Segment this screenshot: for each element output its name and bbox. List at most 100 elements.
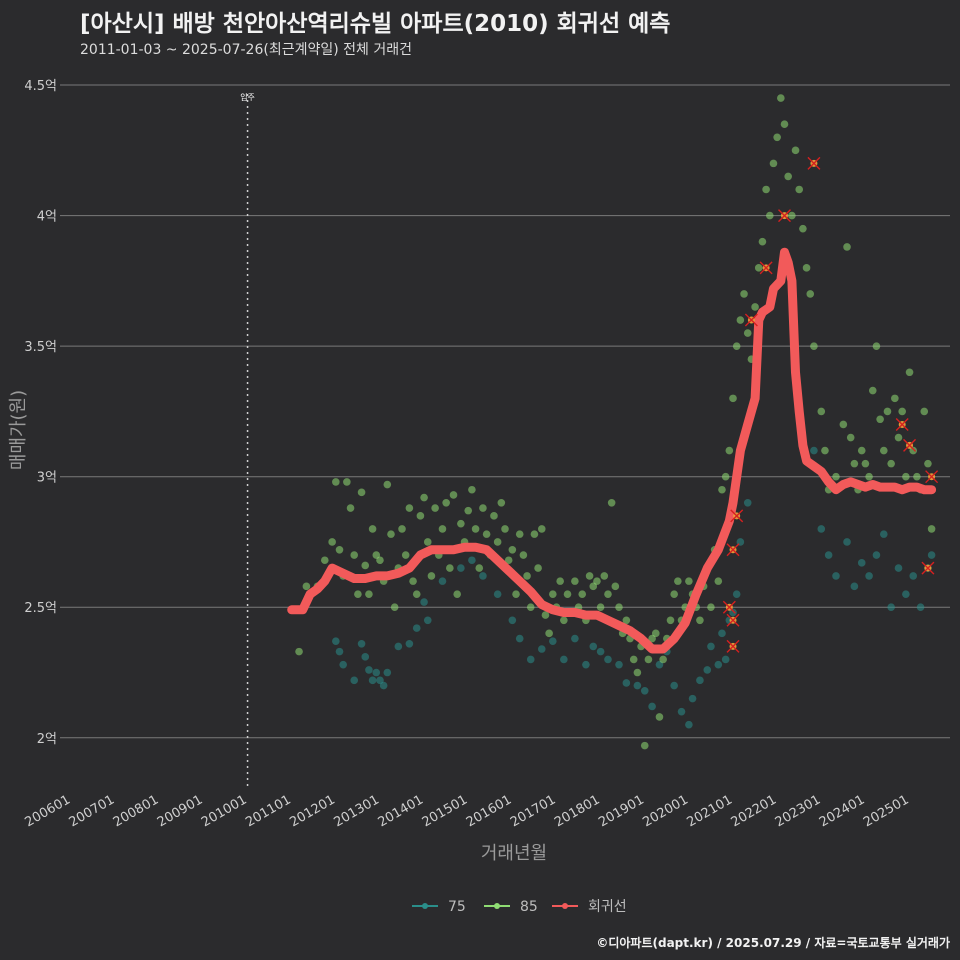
series-85-point xyxy=(376,556,384,565)
marked-point xyxy=(726,543,740,557)
series-85-point xyxy=(806,290,815,298)
series-85-point xyxy=(600,572,609,580)
series-75-point xyxy=(604,655,612,664)
series-85-point xyxy=(335,545,344,554)
marked-point xyxy=(925,470,939,484)
series-85-point xyxy=(508,545,517,554)
marked-point-x xyxy=(726,613,740,627)
x-tick-label: 201101 xyxy=(243,792,293,830)
y-tick-label: 4.5억 xyxy=(24,79,57,94)
series-75-point xyxy=(843,538,851,546)
series-85-point xyxy=(795,185,804,194)
regression-line xyxy=(287,247,937,654)
series-85-point xyxy=(788,211,796,220)
y-tick-label: 3억 xyxy=(37,471,57,486)
series-75-point xyxy=(339,660,347,669)
series-85-point xyxy=(670,590,678,598)
marked-point xyxy=(744,313,758,327)
series-85-point xyxy=(593,577,601,585)
series-75-point xyxy=(909,572,918,580)
series-85-point xyxy=(791,146,800,155)
x-tick-label: 202001 xyxy=(640,792,690,830)
series-75-point xyxy=(379,681,388,690)
series-85-point xyxy=(295,647,303,656)
y-tick-labels: 2억 2.5억 3억 3.5억 4억 4.5억 xyxy=(24,79,57,747)
series-85-point xyxy=(361,561,370,570)
series-85-point xyxy=(924,459,932,468)
series-85-point xyxy=(611,582,620,591)
legend-swatch-dot xyxy=(422,903,428,909)
series-75-point xyxy=(622,679,631,687)
series-85-point xyxy=(320,556,329,565)
series-75-point xyxy=(640,686,649,695)
series-85-point xyxy=(644,655,653,664)
series-85-point xyxy=(740,290,748,298)
series-75-point xyxy=(887,603,895,612)
series-75-point xyxy=(707,642,715,651)
series-85-point xyxy=(651,629,660,638)
series-85-point xyxy=(332,478,340,486)
series-85-point xyxy=(526,603,535,612)
series-75-point xyxy=(685,720,693,729)
series-85-point xyxy=(457,519,465,528)
series-85-point xyxy=(736,316,745,324)
series-85-point xyxy=(784,172,792,181)
legend: 75 85 회귀선 xyxy=(412,899,627,915)
regression-line-layer xyxy=(287,247,937,654)
series-85-point xyxy=(802,264,811,272)
series-85-point xyxy=(431,504,439,512)
marked-point xyxy=(722,600,736,614)
series-85-point xyxy=(512,590,520,598)
series-75-point xyxy=(372,668,381,677)
series-85-point xyxy=(560,616,568,625)
series-85-point xyxy=(368,525,377,533)
series-85-point xyxy=(578,590,587,598)
series-85-point xyxy=(423,538,432,546)
series-85-point xyxy=(416,512,425,520)
series-85-point xyxy=(556,577,564,585)
x-tick-label: 202201 xyxy=(729,792,779,830)
series-85-point xyxy=(773,133,781,142)
series-85-point xyxy=(302,582,311,591)
series-85-point xyxy=(622,616,631,625)
series-85-point xyxy=(468,485,476,494)
series-85-point xyxy=(898,407,906,416)
series-85-point xyxy=(832,472,840,481)
marked-point xyxy=(921,561,935,575)
marked-points-layer xyxy=(722,156,939,653)
series-75-point xyxy=(927,551,936,559)
series-75-point xyxy=(479,572,487,580)
series-75-point xyxy=(880,530,888,538)
x-tick-label: 201601 xyxy=(464,792,514,830)
series-75-point xyxy=(633,681,642,690)
marked-point-x xyxy=(759,261,773,275)
series-85-point xyxy=(479,504,487,512)
series-75-point xyxy=(865,572,873,580)
series-85-point xyxy=(714,577,723,585)
x-tick-label: 201201 xyxy=(287,792,337,830)
series-85-point xyxy=(876,415,884,424)
x-tick-label: 200801 xyxy=(111,792,161,830)
series-75-point xyxy=(714,660,723,669)
series-85-point xyxy=(861,459,870,468)
series-85-point xyxy=(571,577,579,585)
series-85-point xyxy=(585,572,594,580)
series-85-point xyxy=(387,530,395,538)
x-tick-label: 200601 xyxy=(23,792,73,830)
x-axis-title: 거래년월 xyxy=(481,843,547,864)
marked-point-x xyxy=(726,543,740,557)
series-85-point xyxy=(530,530,539,538)
series-85-point xyxy=(754,264,763,272)
series-85-point xyxy=(405,504,414,512)
y-tick-label: 3.5억 xyxy=(24,340,57,355)
series-85-point xyxy=(909,446,918,455)
x-tick-label: 200701 xyxy=(67,792,117,830)
series-75-point xyxy=(549,637,557,645)
series-85-point xyxy=(640,741,649,750)
series-85-point xyxy=(519,551,528,559)
series-75-point xyxy=(857,559,866,567)
series-85-point xyxy=(887,459,895,468)
marked-point-x xyxy=(903,438,917,452)
series-85-point xyxy=(732,342,741,350)
series-85-point xyxy=(905,368,914,377)
